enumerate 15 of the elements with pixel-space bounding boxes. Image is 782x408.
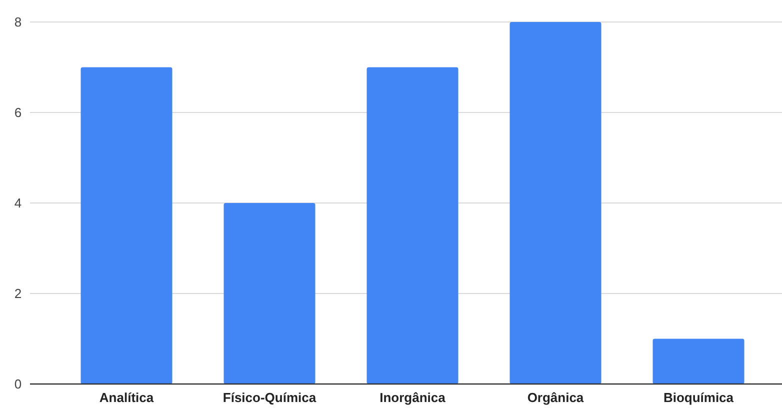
y-tick-label: 0	[14, 376, 22, 392]
x-tick-label: Orgânica	[527, 390, 584, 405]
x-tick-label: Inorgânica	[380, 390, 446, 405]
bar	[366, 67, 458, 384]
y-tick-label: 6	[14, 105, 22, 120]
y-tick-label: 8	[14, 14, 22, 30]
x-tick-label: Bioquímica	[663, 390, 734, 405]
y-tick-label: 4	[14, 196, 22, 211]
bar	[652, 338, 744, 384]
y-tick-label: 2	[14, 286, 22, 302]
bar	[224, 203, 316, 384]
bar	[80, 67, 172, 384]
x-tick-label: Analítica	[99, 390, 154, 405]
bar	[510, 22, 602, 384]
x-tick-label: Físico-Química	[222, 390, 317, 405]
